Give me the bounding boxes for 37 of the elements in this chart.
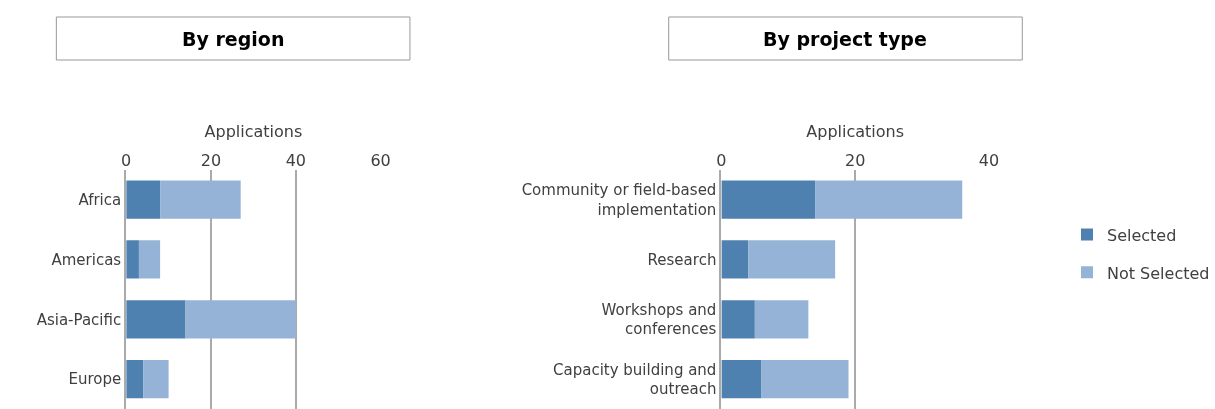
legend-label: Selected xyxy=(1107,225,1177,245)
x-tick-label: 0 xyxy=(716,150,727,170)
x-tick-label: 40 xyxy=(978,150,1000,170)
bar xyxy=(160,180,241,219)
bar xyxy=(138,240,161,279)
x-tick-label: 40 xyxy=(285,150,306,170)
bar xyxy=(126,300,186,339)
bar xyxy=(815,180,963,219)
y-tick-label: Asia-Pacific xyxy=(36,310,122,329)
bar xyxy=(126,240,139,279)
y-tick-label: Research xyxy=(647,250,717,269)
legend-label: Not Selected xyxy=(1107,263,1210,283)
x-axis-title: Applications xyxy=(204,122,303,142)
chart-title: By region xyxy=(182,28,285,50)
y-tick-label: Americas xyxy=(51,250,122,269)
bar xyxy=(126,180,161,219)
y-tick-label: Workshops and conferences xyxy=(601,300,717,339)
chart-title: By project type xyxy=(763,28,927,50)
x-tick-label: 20 xyxy=(845,150,866,170)
bar xyxy=(143,359,169,399)
bar xyxy=(721,300,755,339)
bar xyxy=(761,359,849,399)
bar xyxy=(721,240,749,279)
y-tick-label: Europe xyxy=(68,370,122,389)
y-tick-label: Africa xyxy=(78,190,122,209)
bar xyxy=(748,240,836,279)
bar xyxy=(721,359,762,399)
x-tick-label: 60 xyxy=(370,150,391,170)
bar xyxy=(721,180,816,219)
bar xyxy=(185,300,296,339)
x-tick-label: 20 xyxy=(200,150,222,170)
x-axis-title: Applications xyxy=(806,122,905,142)
bar xyxy=(754,300,809,339)
y-tick-label: Capacity building and outreach xyxy=(553,360,717,399)
x-tick-label: 0 xyxy=(121,150,132,170)
y-tick-label: Community or field-based implementation xyxy=(521,181,717,219)
bar xyxy=(126,359,144,399)
